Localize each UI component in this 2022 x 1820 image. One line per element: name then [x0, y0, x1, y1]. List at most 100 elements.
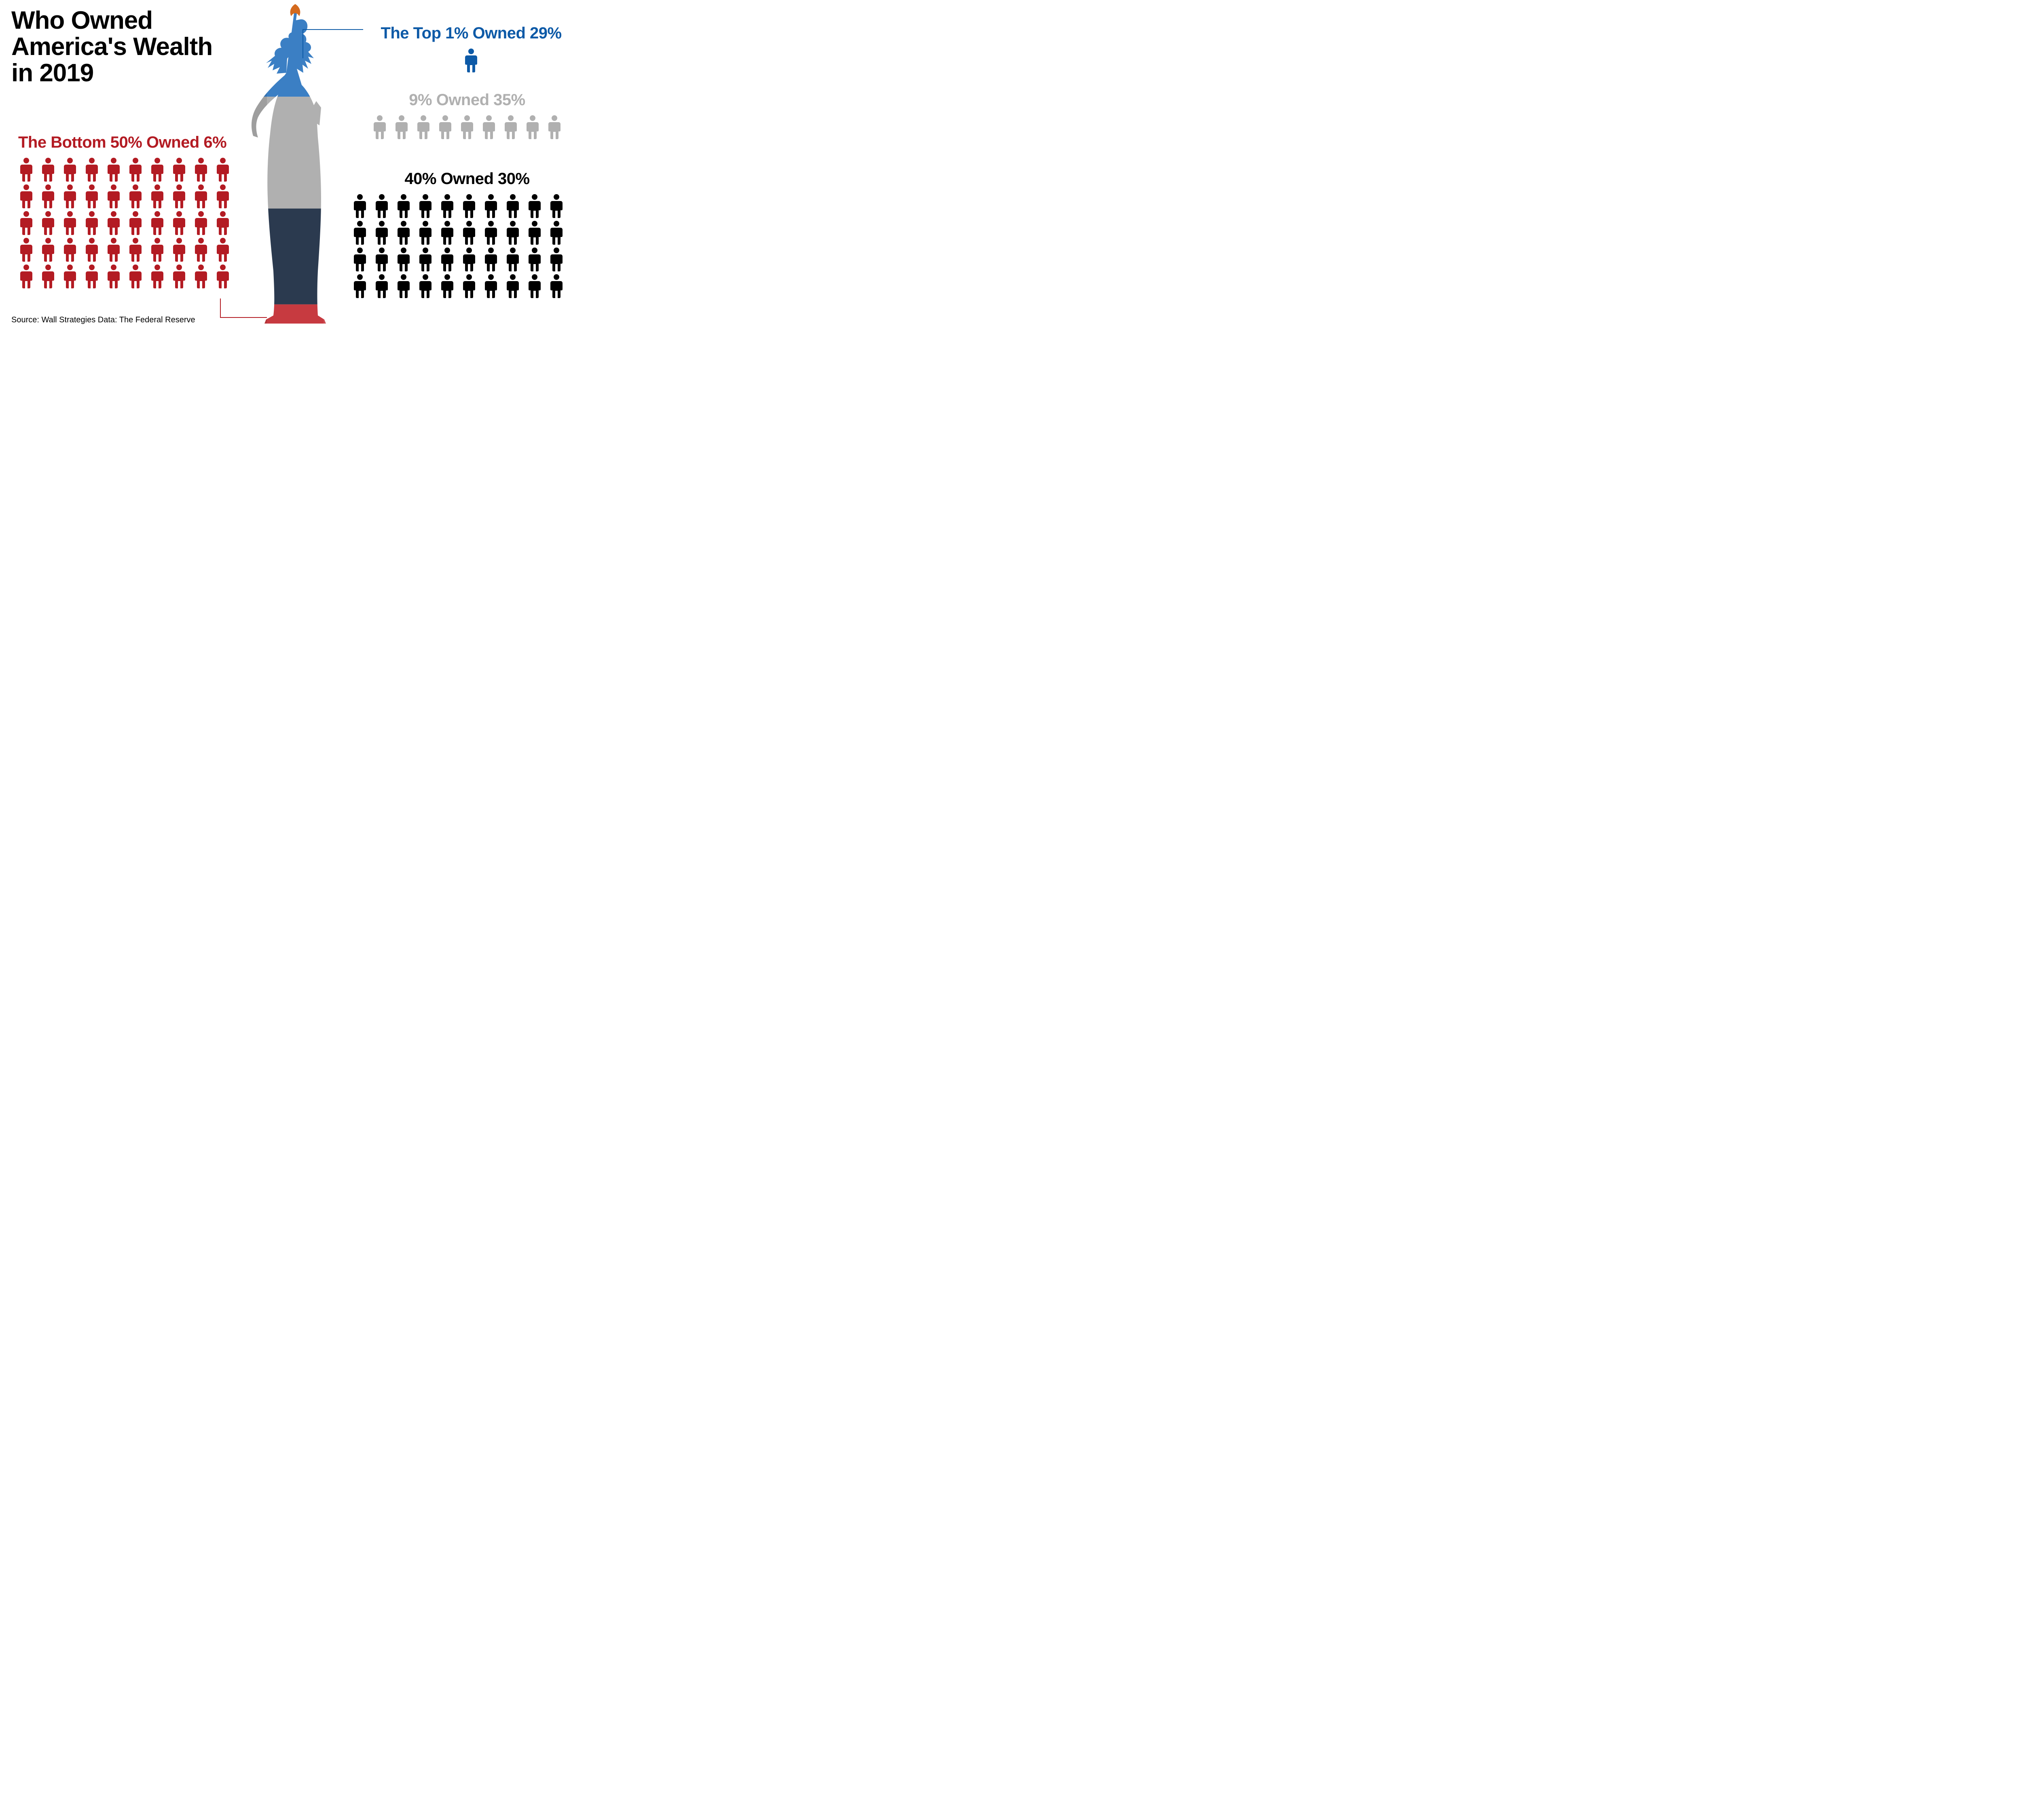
person-icon	[417, 220, 434, 245]
person-icon	[483, 194, 499, 218]
person-icon	[548, 194, 565, 218]
person-icon	[461, 274, 477, 298]
person-icon	[505, 247, 521, 271]
person-icon	[193, 184, 209, 208]
person-icon	[503, 115, 519, 139]
icon-row	[366, 48, 576, 72]
person-icon	[84, 184, 100, 208]
group-bottom50: The Bottom 50% Owned 6%	[18, 133, 231, 288]
icons-next40	[352, 194, 582, 298]
person-icon	[396, 247, 412, 271]
icon-row	[350, 115, 584, 139]
person-icon	[62, 157, 78, 182]
person-icon	[193, 157, 209, 182]
person-icon	[106, 157, 122, 182]
person-icon	[171, 264, 187, 288]
person-icon	[149, 264, 165, 288]
person-icon	[527, 220, 543, 245]
person-icon	[417, 274, 434, 298]
person-icon	[18, 237, 34, 262]
statue-of-liberty	[235, 4, 356, 324]
source-line: Source: Wall Strategies Data: The Federa…	[11, 315, 195, 325]
icon-row	[18, 237, 231, 262]
icon-row	[18, 184, 231, 208]
person-icon	[62, 264, 78, 288]
person-icon	[481, 115, 497, 139]
person-icon	[527, 247, 543, 271]
person-icon	[483, 220, 499, 245]
icon-row	[18, 157, 231, 182]
statue-band-bottom	[235, 305, 356, 324]
person-icon	[40, 237, 56, 262]
person-icon	[396, 194, 412, 218]
person-icon	[505, 274, 521, 298]
person-icon	[372, 115, 388, 139]
person-icon	[483, 247, 499, 271]
label-next9: 9% Owned 35%	[350, 91, 584, 109]
icons-top1	[366, 48, 576, 72]
person-icon	[396, 220, 412, 245]
person-icon	[215, 157, 231, 182]
person-icon	[461, 194, 477, 218]
person-icon	[439, 194, 455, 218]
label-bottom50: The Bottom 50% Owned 6%	[18, 133, 231, 152]
person-icon	[393, 115, 410, 139]
person-icon	[149, 184, 165, 208]
person-icon	[193, 211, 209, 235]
person-icon	[40, 184, 56, 208]
person-icon	[374, 274, 390, 298]
group-next40: 40% Owned 30%	[352, 170, 582, 298]
label-top1: The Top 1% Owned 29%	[366, 24, 576, 42]
person-icon	[127, 237, 144, 262]
icon-row	[352, 274, 582, 298]
person-icon	[461, 247, 477, 271]
person-icon	[527, 274, 543, 298]
icons-next9	[350, 115, 584, 139]
person-icon	[171, 184, 187, 208]
icon-row	[352, 247, 582, 271]
person-icon	[396, 274, 412, 298]
icon-row	[352, 220, 582, 245]
person-icon	[149, 211, 165, 235]
person-icon	[459, 115, 475, 139]
person-icon	[546, 115, 563, 139]
person-icon	[417, 194, 434, 218]
person-icon	[62, 211, 78, 235]
person-icon	[171, 157, 187, 182]
person-icon	[62, 184, 78, 208]
person-icon	[106, 237, 122, 262]
person-icon	[149, 157, 165, 182]
person-icon	[106, 184, 122, 208]
person-icon	[84, 264, 100, 288]
person-icon	[527, 194, 543, 218]
person-icon	[548, 247, 565, 271]
person-icon	[18, 157, 34, 182]
icons-bottom50	[18, 157, 231, 288]
person-icon	[439, 247, 455, 271]
person-icon	[352, 247, 368, 271]
person-icon	[171, 237, 187, 262]
person-icon	[18, 211, 34, 235]
page-title: Who OwnedAmerica's Wealthin 2019	[11, 7, 212, 86]
person-icon	[193, 237, 209, 262]
person-icon	[415, 115, 431, 139]
person-icon	[18, 264, 34, 288]
person-icon	[352, 274, 368, 298]
person-icon	[106, 211, 122, 235]
person-icon	[352, 220, 368, 245]
person-icon	[84, 157, 100, 182]
person-icon	[84, 237, 100, 262]
person-icon	[127, 264, 144, 288]
person-icon	[374, 247, 390, 271]
person-icon	[437, 115, 453, 139]
person-icon	[215, 184, 231, 208]
group-top1: The Top 1% Owned 29%	[366, 24, 576, 72]
person-icon	[40, 264, 56, 288]
person-icon	[352, 194, 368, 218]
person-icon	[127, 184, 144, 208]
person-icon	[374, 194, 390, 218]
icon-row	[18, 264, 231, 288]
label-next40: 40% Owned 30%	[352, 170, 582, 188]
person-icon	[374, 220, 390, 245]
person-icon	[463, 48, 479, 72]
